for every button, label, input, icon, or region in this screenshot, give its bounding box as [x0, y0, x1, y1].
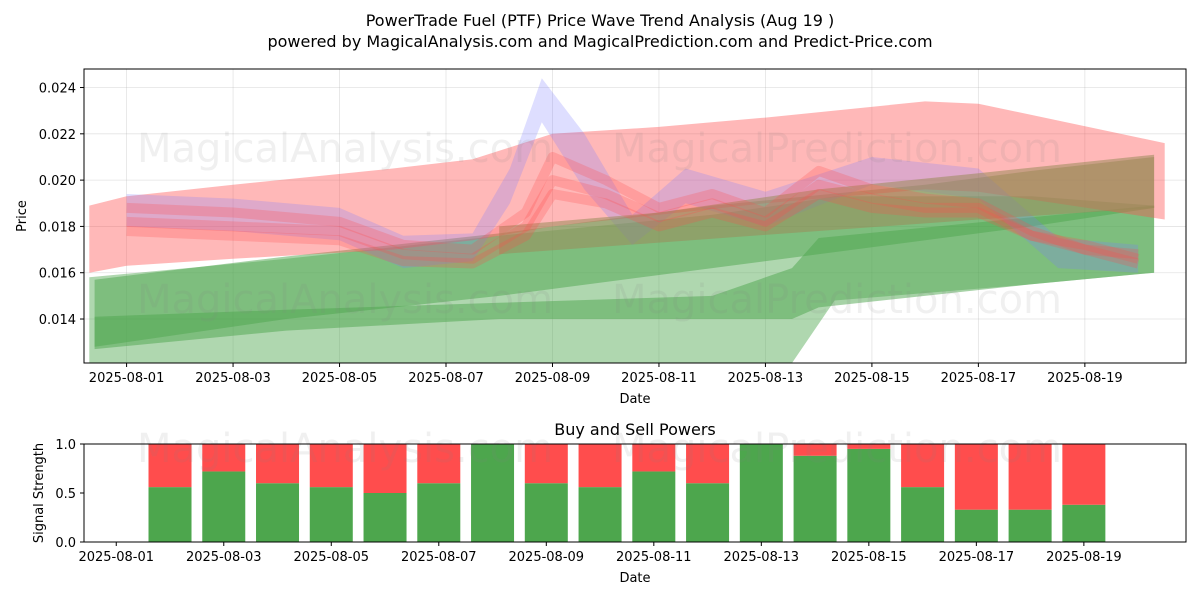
buy-power-bar: [148, 487, 192, 542]
sell-power-bar: [578, 444, 622, 488]
signal-x-tick-label: 2025-08-05: [293, 550, 369, 565]
buy-power-bar: [739, 444, 783, 542]
signal-chart: Buy and Sell Powers MagicalAnalysis.com …: [32, 420, 1187, 586]
price-wave-line: [126, 152, 1139, 260]
price-chart-frame: [83, 68, 1187, 364]
signal-y-tick-label: 0.0: [55, 536, 76, 551]
sell-power-bar: [632, 444, 676, 472]
signal-y-tick-label: 1.0: [55, 438, 76, 453]
signal-x-tick-label: 2025-08-03: [186, 550, 262, 565]
sell-power-bar: [954, 444, 998, 510]
signal-chart-x-ticks: 2025-08-01 2025-08-03 2025-08-05 2025-08-07…: [78, 542, 1122, 565]
signal-x-tick-label: 2025-08-01: [78, 550, 154, 565]
sell-power-bar: [1062, 444, 1106, 505]
buy-power-bar: [793, 455, 837, 542]
signal-chart-bars: [148, 444, 1106, 542]
sell-power-bar: [363, 444, 407, 493]
price-x-tick-label: 2025-08-09: [515, 371, 591, 386]
signal-x-tick-label: 2025-08-15: [831, 550, 907, 565]
signal-chart-y-ticks: 0.0 0.5 1.0: [55, 438, 84, 551]
signal-x-tick-label: 2025-08-07: [401, 550, 477, 565]
watermark-mid-left: MagicalAnalysis.com: [137, 277, 553, 323]
buy-power-bar: [901, 487, 945, 542]
price-chart-ylabel: Price: [15, 200, 30, 232]
price-chart-xlabel: Date: [619, 392, 650, 407]
chart-title-line2: powered by MagicalAnalysis.com and Magic…: [267, 32, 932, 51]
signal-x-tick-label: 2025-08-13: [724, 550, 800, 565]
price-chart: MagicalAnalysis.com MagicalPrediction.co…: [15, 68, 1187, 407]
price-y-tick-label: 0.016: [39, 267, 76, 282]
watermark-bottom-right: MagicalPrediction.com: [612, 426, 1062, 472]
buy-power-bar: [954, 509, 998, 542]
price-chart-x-ticks: 2025-08-01 2025-08-03 2025-08-05 2025-08-07…: [89, 363, 1123, 386]
band-red-envelope: [89, 101, 1165, 273]
buy-power-bar: [632, 471, 676, 542]
signal-x-tick-label: 2025-08-17: [939, 550, 1015, 565]
buy-power-bar: [524, 483, 568, 542]
price-y-tick-label: 0.022: [39, 128, 76, 143]
buy-power-bar: [686, 483, 730, 542]
price-x-tick-label: 2025-08-15: [834, 371, 910, 386]
watermark-mid-right: MagicalPrediction.com: [612, 277, 1062, 323]
buy-power-bar: [256, 483, 300, 542]
price-x-tick-label: 2025-08-13: [728, 371, 804, 386]
buy-power-bar: [417, 483, 461, 542]
watermark-top-left: MagicalAnalysis.com: [137, 126, 553, 172]
price-x-tick-label: 2025-08-17: [941, 371, 1017, 386]
sell-power-bar: [686, 444, 730, 484]
signal-chart-xlabel: Date: [619, 571, 650, 586]
price-x-tick-label: 2025-08-01: [89, 371, 165, 386]
price-y-tick-label: 0.014: [39, 313, 76, 328]
price-x-tick-label: 2025-08-07: [408, 371, 484, 386]
sell-power-bar: [148, 444, 192, 488]
price-y-tick-label: 0.020: [39, 174, 76, 189]
sell-power-bar: [524, 444, 568, 484]
chart-title-line1: PowerTrade Fuel (PTF) Price Wave Trend A…: [366, 11, 835, 30]
buy-power-bar: [471, 444, 515, 542]
buy-power-bar: [1062, 504, 1106, 542]
sell-power-bar: [793, 444, 837, 456]
band-brown-band: [499, 154, 1155, 255]
price-x-tick-label: 2025-08-19: [1047, 371, 1123, 386]
sell-power-bar: [309, 444, 353, 488]
price-y-tick-label: 0.018: [39, 220, 76, 235]
price-chart-bands: [89, 78, 1165, 363]
price-x-tick-label: 2025-08-03: [195, 371, 271, 386]
sell-power-bar: [256, 444, 300, 484]
buy-power-bar: [363, 493, 407, 542]
buy-power-bar: [1008, 509, 1052, 542]
buy-power-bar: [309, 487, 353, 542]
sell-power-bar: [202, 444, 246, 472]
price-x-tick-label: 2025-08-11: [621, 371, 697, 386]
price-y-tick-label: 0.024: [39, 82, 76, 97]
watermark-top-right: MagicalPrediction.com: [612, 126, 1062, 172]
watermark-bottom-left: MagicalAnalysis.com: [137, 426, 553, 472]
signal-x-tick-label: 2025-08-19: [1046, 550, 1122, 565]
price-chart-lines: [126, 152, 1140, 269]
signal-x-tick-label: 2025-08-09: [509, 550, 585, 565]
price-chart-y-ticks: 0.014 0.016 0.018 0.020 0.022 0.024: [39, 82, 84, 328]
price-x-tick-label: 2025-08-05: [302, 371, 378, 386]
buy-power-bar: [202, 471, 246, 542]
sell-power-bar: [1008, 444, 1052, 510]
price-wave-line: [126, 175, 1140, 264]
signal-chart-title: Buy and Sell Powers: [554, 420, 716, 439]
signal-y-tick-label: 0.5: [55, 487, 76, 502]
signal-chart-ylabel: Signal Strength: [32, 443, 47, 543]
sell-power-bar: [901, 444, 945, 488]
price-wave-line: [126, 189, 1140, 269]
sell-power-bar: [417, 444, 461, 484]
sell-power-bar: [847, 444, 891, 449]
buy-power-bar: [578, 487, 622, 542]
buy-power-bar: [847, 448, 891, 542]
signal-x-tick-label: 2025-08-11: [616, 550, 692, 565]
